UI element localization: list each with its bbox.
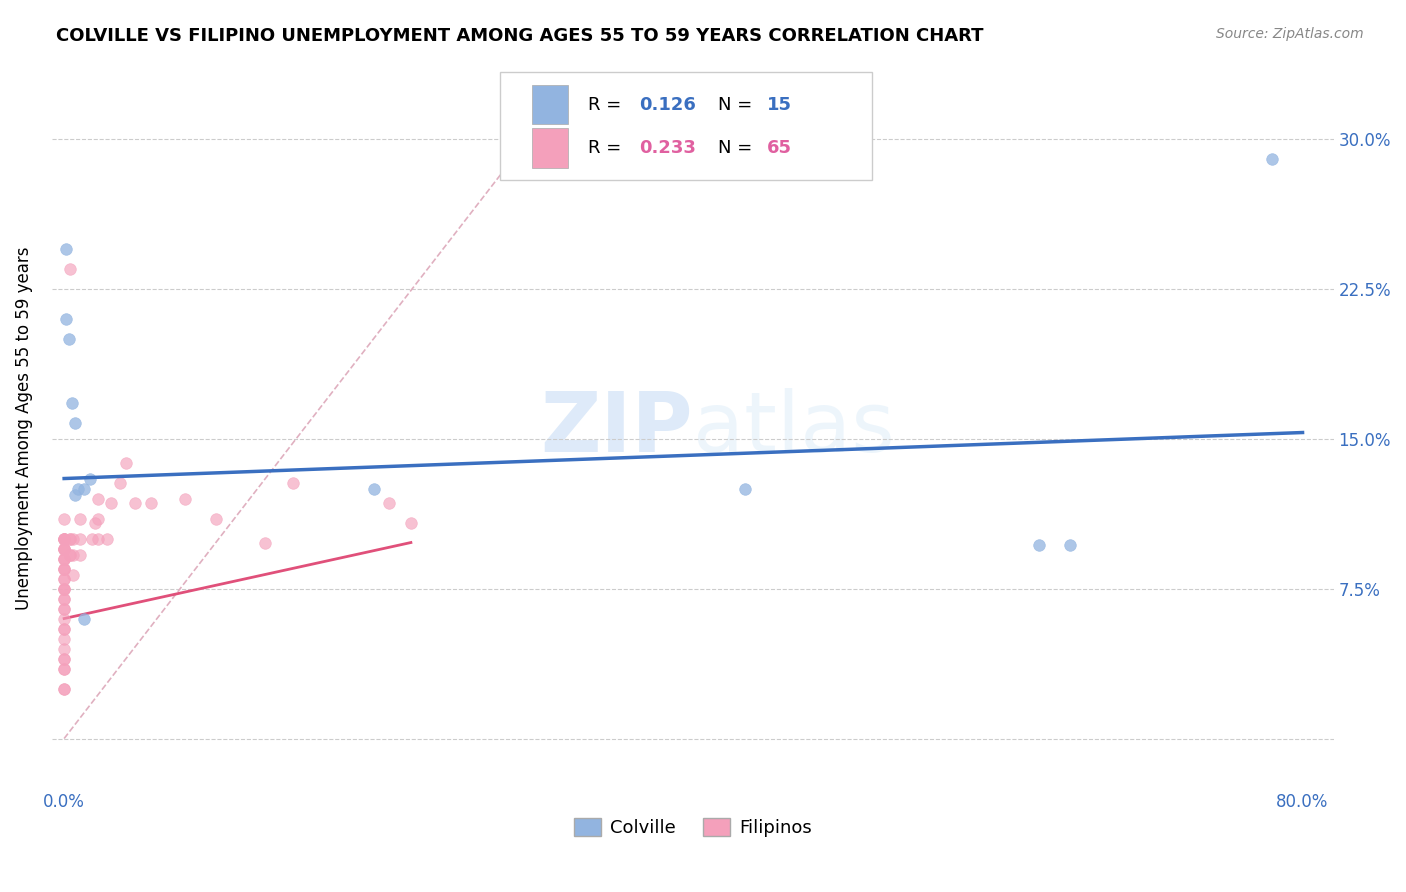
Point [62,548,84,562]
Point [734,482,756,496]
Point [53,572,76,586]
Point [53,582,76,596]
Point [53,511,76,525]
Point [399,516,422,530]
Point [1260,152,1282,166]
Point [53,541,76,556]
Point [283,475,305,490]
FancyBboxPatch shape [533,128,568,168]
Text: 0.233: 0.233 [638,139,696,157]
Point [87,511,110,525]
Point [53,551,76,566]
Text: R =: R = [588,95,627,113]
Point [53,681,76,696]
Point [53,561,76,575]
Point [53,661,76,675]
Text: 15: 15 [768,95,792,113]
Point [53,532,76,546]
Point [53,641,76,656]
Point [53,622,76,636]
Point [53,661,76,675]
Point [53,572,76,586]
Point [53,591,76,606]
Point [58,332,80,346]
Text: N =: N = [718,95,758,113]
Point [69,511,91,525]
Text: Source: ZipAtlas.com: Source: ZipAtlas.com [1216,27,1364,41]
Point [53,582,76,596]
Point [53,651,76,665]
Point [67,482,90,496]
Point [53,601,76,615]
Point [96,532,118,546]
FancyBboxPatch shape [501,72,872,180]
Point [55,242,77,256]
Point [59,261,82,276]
Point [84,516,107,530]
Point [254,535,277,549]
Point [205,511,228,525]
Point [139,495,162,509]
Point [53,532,76,546]
Point [53,551,76,566]
Text: 0.126: 0.126 [638,95,696,113]
Point [87,491,110,506]
Point [53,561,76,575]
Point [100,495,122,509]
Text: 65: 65 [768,139,792,157]
Point [173,491,195,506]
Point [73,482,96,496]
Point [80,532,103,546]
Point [108,475,131,490]
Point [53,601,76,615]
Point [53,532,76,546]
Point [73,611,96,625]
Point [62,567,84,582]
Point [87,532,110,546]
Point [53,632,76,646]
Y-axis label: Unemployment Among Ages 55 to 59 years: Unemployment Among Ages 55 to 59 years [15,247,32,610]
Point [63,487,86,501]
Text: ZIP: ZIP [540,388,693,469]
Point [124,495,146,509]
Point [53,541,76,556]
Point [363,482,385,496]
Point [69,548,91,562]
Point [53,591,76,606]
Point [53,681,76,696]
Point [53,561,76,575]
Legend: Colville, Filipinos: Colville, Filipinos [567,811,818,845]
Point [59,548,82,562]
Point [69,532,91,546]
Text: atlas: atlas [693,388,894,469]
Point [53,551,76,566]
Point [53,611,76,625]
Point [53,651,76,665]
Point [53,582,76,596]
Point [63,416,86,430]
Point [378,495,401,509]
Text: COLVILLE VS FILIPINO UNEMPLOYMENT AMONG AGES 55 TO 59 YEARS CORRELATION CHART: COLVILLE VS FILIPINO UNEMPLOYMENT AMONG … [56,27,984,45]
Text: N =: N = [718,139,758,157]
Point [53,541,76,556]
Point [59,532,82,546]
Point [1028,537,1050,551]
Point [1059,537,1081,551]
Point [62,532,84,546]
FancyBboxPatch shape [533,85,568,124]
Point [53,622,76,636]
Point [53,532,76,546]
Point [60,395,83,409]
Point [59,548,82,562]
Point [115,456,138,470]
Point [53,541,76,556]
Text: R =: R = [588,139,627,157]
Point [79,471,101,485]
Point [55,311,77,326]
Point [53,532,76,546]
Point [59,532,82,546]
